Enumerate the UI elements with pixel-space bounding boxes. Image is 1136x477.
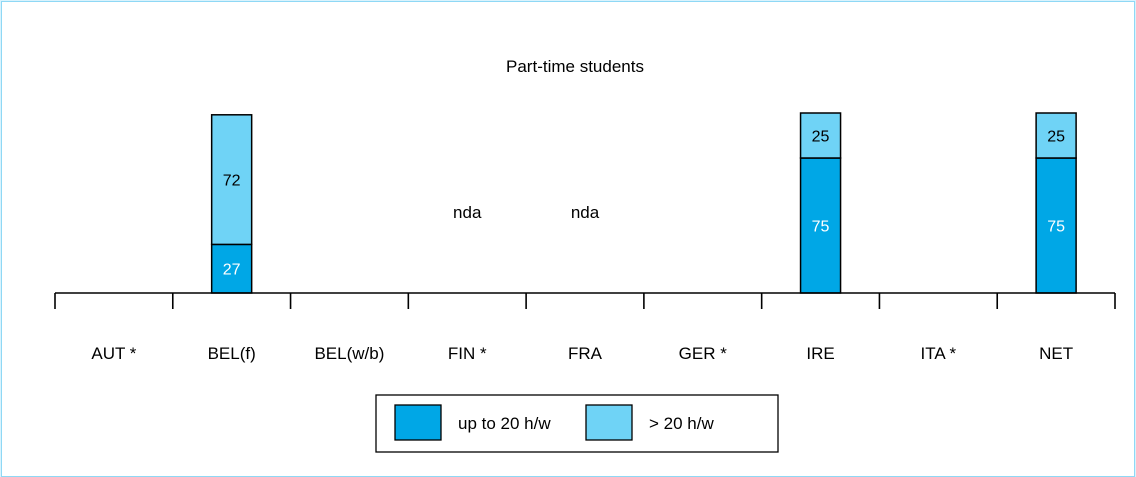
x-axis xyxy=(54,292,1116,309)
bar-segment xyxy=(210,114,253,246)
category-label: ITA * xyxy=(921,344,957,363)
legend-swatch xyxy=(394,404,442,441)
no-data-annotation: nda xyxy=(571,203,600,222)
bar-value-label: 27 xyxy=(223,262,241,279)
legend-swatch xyxy=(585,404,633,441)
bar-segment xyxy=(799,112,842,159)
chart-title: Part-time students xyxy=(506,57,644,76)
bar-segment xyxy=(1035,112,1077,159)
category-label: BEL(w/b) xyxy=(314,344,384,363)
bars-layer: 27 72 75 25 75 25 nda nda xyxy=(210,112,1077,294)
category-label: NET xyxy=(1039,344,1073,363)
category-label: GER * xyxy=(679,344,728,363)
bar-value-label: 25 xyxy=(1047,129,1065,146)
category-label: FIN * xyxy=(448,344,487,363)
bar-segment xyxy=(210,243,253,294)
legend: up to 20 h/w > 20 h/w xyxy=(375,394,779,453)
category-label: AUT * xyxy=(91,344,136,363)
category-label: FRA xyxy=(568,344,603,363)
bar-value-label: 25 xyxy=(812,129,830,146)
category-labels: AUT * BEL(f) BEL(w/b) FIN * FRA GER * IRE ITA *… xyxy=(91,344,1073,363)
category-label: BEL(f) xyxy=(208,344,256,363)
legend-box xyxy=(375,394,779,453)
legend-label: > 20 h/w xyxy=(649,414,714,433)
legend-label: up to 20 h/w xyxy=(458,414,551,433)
no-data-annotation: nda xyxy=(453,203,482,222)
category-label: IRE xyxy=(806,344,834,363)
bar-value-label: 75 xyxy=(1047,219,1065,236)
bar-value-label: 75 xyxy=(812,219,830,236)
bar-value-label: 72 xyxy=(223,173,241,190)
